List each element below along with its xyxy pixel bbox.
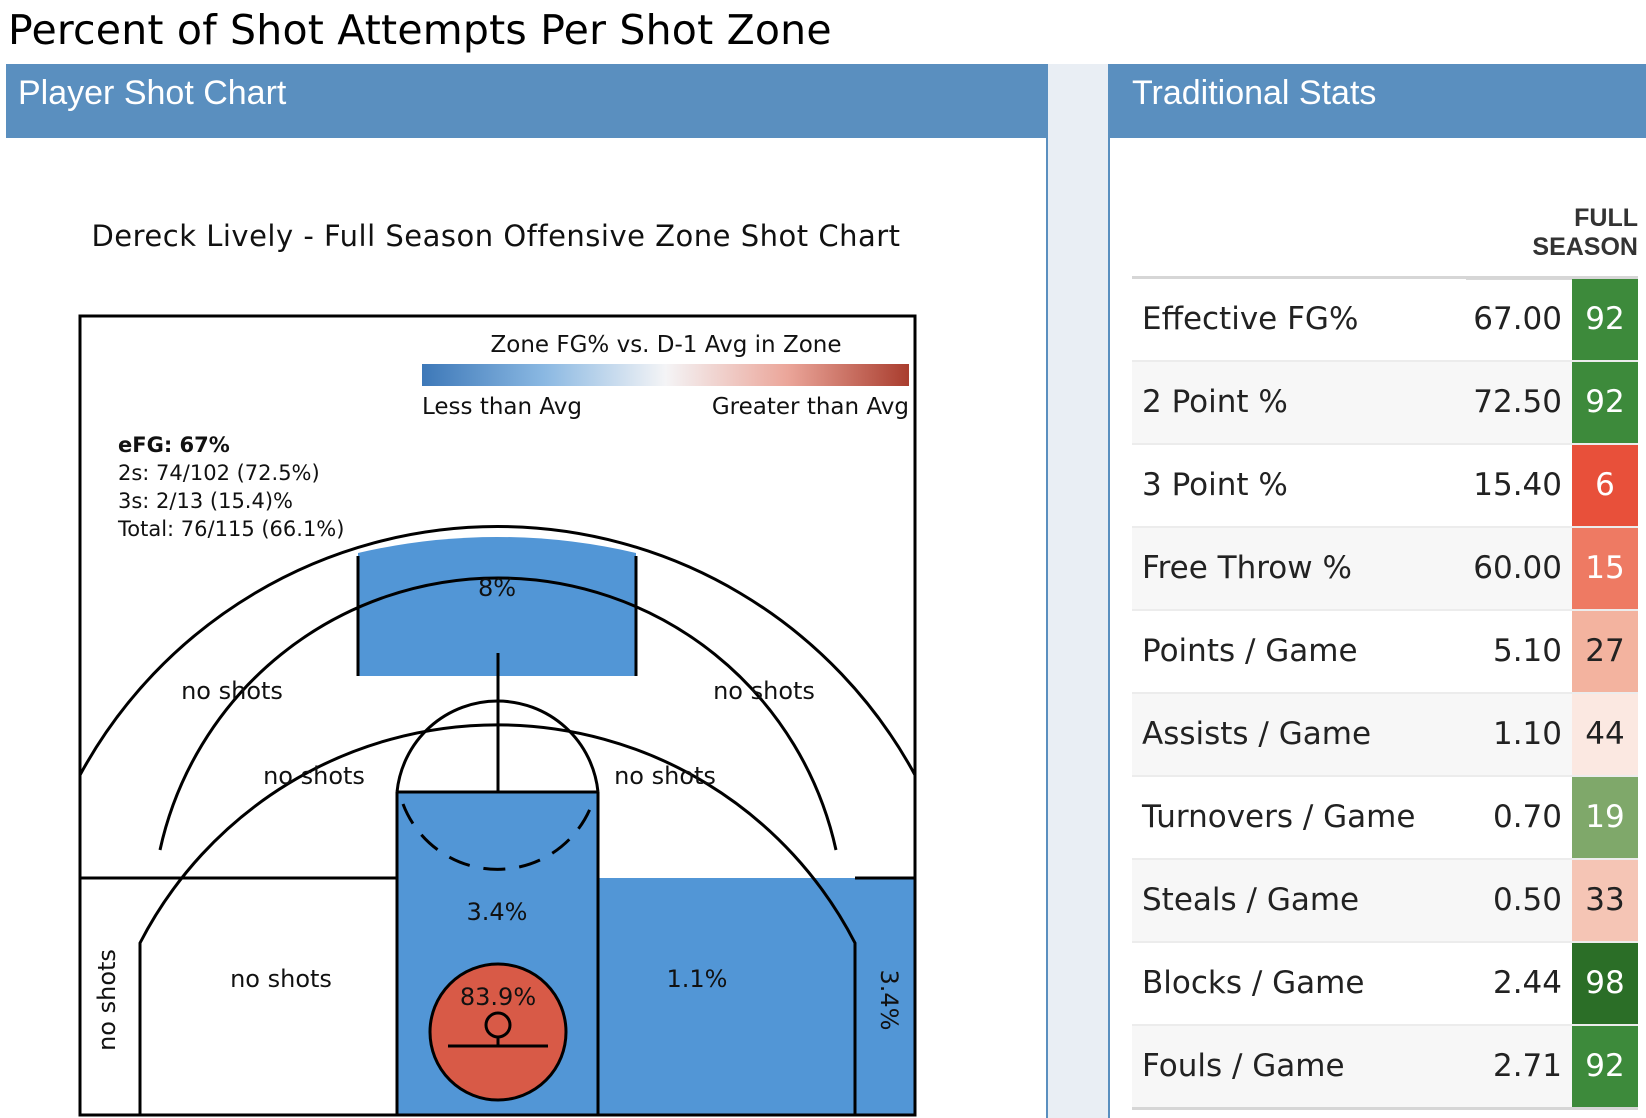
- stat-label: Assists / Game: [1142, 716, 1372, 752]
- stat-row: Steals / Game 0.50 33: [1132, 860, 1638, 943]
- court-lines: [78, 525, 917, 1115]
- stat-value: 2.44: [1492, 965, 1562, 1001]
- stat-percentile-badge: 92: [1572, 279, 1638, 360]
- panel-gutter: [1048, 64, 1108, 1118]
- chart-title: Dereck Lively - Full Season Offensive Zo…: [91, 219, 900, 253]
- stat-row: 3 Point % 15.40 6: [1132, 445, 1638, 528]
- stat-percentile-badge: 19: [1572, 777, 1638, 858]
- stat-row: Assists / Game 1.10 44: [1132, 694, 1638, 777]
- zone-right-baseline-mid: [598, 878, 855, 1115]
- stat-percentile-badge: 92: [1572, 1026, 1638, 1107]
- zone-label-paint: 3.4%: [467, 898, 528, 926]
- summary-twos: 2s: 74/102 (72.5%): [118, 461, 320, 485]
- stat-percentile-badge: 6: [1572, 445, 1638, 526]
- zone-label-left-corner-3: no shots: [93, 949, 121, 1051]
- page-title: Percent of Shot Attempts Per Shot Zone: [8, 6, 832, 54]
- stats-table: Effective FG% 67.00 92 2 Point % 72.50 92 3 Po…: [1132, 276, 1638, 1110]
- stat-percentile-badge: 98: [1572, 943, 1638, 1024]
- colorbar-high-label: Greater than Avg: [712, 394, 909, 420]
- colorbar: [422, 364, 909, 386]
- stat-row: Turnovers / Game 0.70 19: [1132, 777, 1638, 860]
- stat-label: Points / Game: [1142, 633, 1358, 669]
- zone-label-left-baseline-mid: no shots: [230, 965, 332, 993]
- shot-chart: Dereck Lively - Full Season Offensive Zo…: [78, 219, 917, 1117]
- stat-label: Free Throw %: [1142, 550, 1352, 586]
- colorbar-low-label: Less than Avg: [422, 394, 582, 420]
- stat-label: Fouls / Game: [1142, 1048, 1345, 1084]
- stat-row: Points / Game 5.10 27: [1132, 611, 1638, 694]
- stat-label: 3 Point %: [1142, 467, 1288, 503]
- stat-row: Free Throw % 60.00 15: [1132, 528, 1638, 611]
- stat-percentile-badge: 44: [1572, 694, 1638, 775]
- traditional-stats-panel: Traditional Stats FULL SEASON Effective …: [1108, 64, 1646, 1118]
- stat-value: 2.71: [1492, 1048, 1562, 1084]
- zone-restricted-area: [428, 962, 568, 1102]
- stat-value: 0.70: [1492, 799, 1562, 835]
- stat-value: 67.00: [1473, 301, 1562, 337]
- stat-label: 2 Point %: [1142, 384, 1288, 420]
- stat-label: Blocks / Game: [1142, 965, 1365, 1001]
- colorbar-title: Zone FG% vs. D-1 Avg in Zone: [491, 332, 842, 358]
- stat-value: 5.10: [1492, 633, 1562, 669]
- zone-right-corner-3: [855, 878, 915, 1115]
- court-boundary: [78, 314, 917, 1117]
- zone-label-left-elbow-mid: no shots: [263, 762, 365, 790]
- player-shot-chart-header: Player Shot Chart: [6, 64, 1046, 138]
- stat-label: Effective FG%: [1142, 301, 1359, 337]
- stat-row: 2 Point % 72.50 92: [1132, 362, 1638, 445]
- stat-value: 1.10: [1492, 716, 1562, 752]
- stat-row: Blocks / Game 2.44 98: [1132, 943, 1638, 1026]
- stat-value: 72.50: [1473, 384, 1562, 420]
- stat-percentile-badge: 92: [1572, 362, 1638, 443]
- zone-label-right-baseline-mid: 1.1%: [667, 965, 728, 993]
- zone-label-restricted-area: 83.9%: [460, 983, 536, 1011]
- stat-row: Fouls / Game 2.71 92: [1132, 1026, 1638, 1107]
- summary-stats: eFG: 67% 2s: 74/102 (72.5%) 3s: 2/13 (15…: [117, 433, 344, 541]
- player-shot-chart-panel: Player Shot Chart Dereck Lively - Full S…: [6, 64, 1048, 1118]
- summary-threes: 3s: 2/13 (15.4)%: [118, 489, 293, 513]
- zone-top-of-key-3: [358, 536, 636, 676]
- stat-percentile-badge: 27: [1572, 611, 1638, 692]
- summary-efg: eFG: 67%: [118, 433, 230, 457]
- zone-label-right-wing-3: no shots: [713, 677, 815, 705]
- zone-label-top-of-key-3: 8%: [478, 574, 516, 602]
- zone-label-right-corner-3: 3.4%: [875, 970, 903, 1031]
- summary-total: Total: 76/115 (66.1%): [117, 517, 344, 541]
- stat-percentile-badge: 33: [1572, 860, 1638, 941]
- stat-percentile-badge: 15: [1572, 528, 1638, 609]
- traditional-stats-header: Traditional Stats: [1110, 64, 1646, 138]
- stat-value: 60.00: [1473, 550, 1562, 586]
- full-season-column-header: FULL SEASON: [1466, 204, 1638, 280]
- stat-value: 0.50: [1492, 882, 1562, 918]
- stat-row: Effective FG% 67.00 92: [1132, 279, 1638, 362]
- stat-label: Turnovers / Game: [1142, 799, 1416, 835]
- stat-value: 15.40: [1473, 467, 1562, 503]
- zone-label-left-wing-3: no shots: [181, 677, 283, 705]
- zone-label-right-elbow-mid: no shots: [614, 762, 716, 790]
- stat-label: Steals / Game: [1142, 882, 1360, 918]
